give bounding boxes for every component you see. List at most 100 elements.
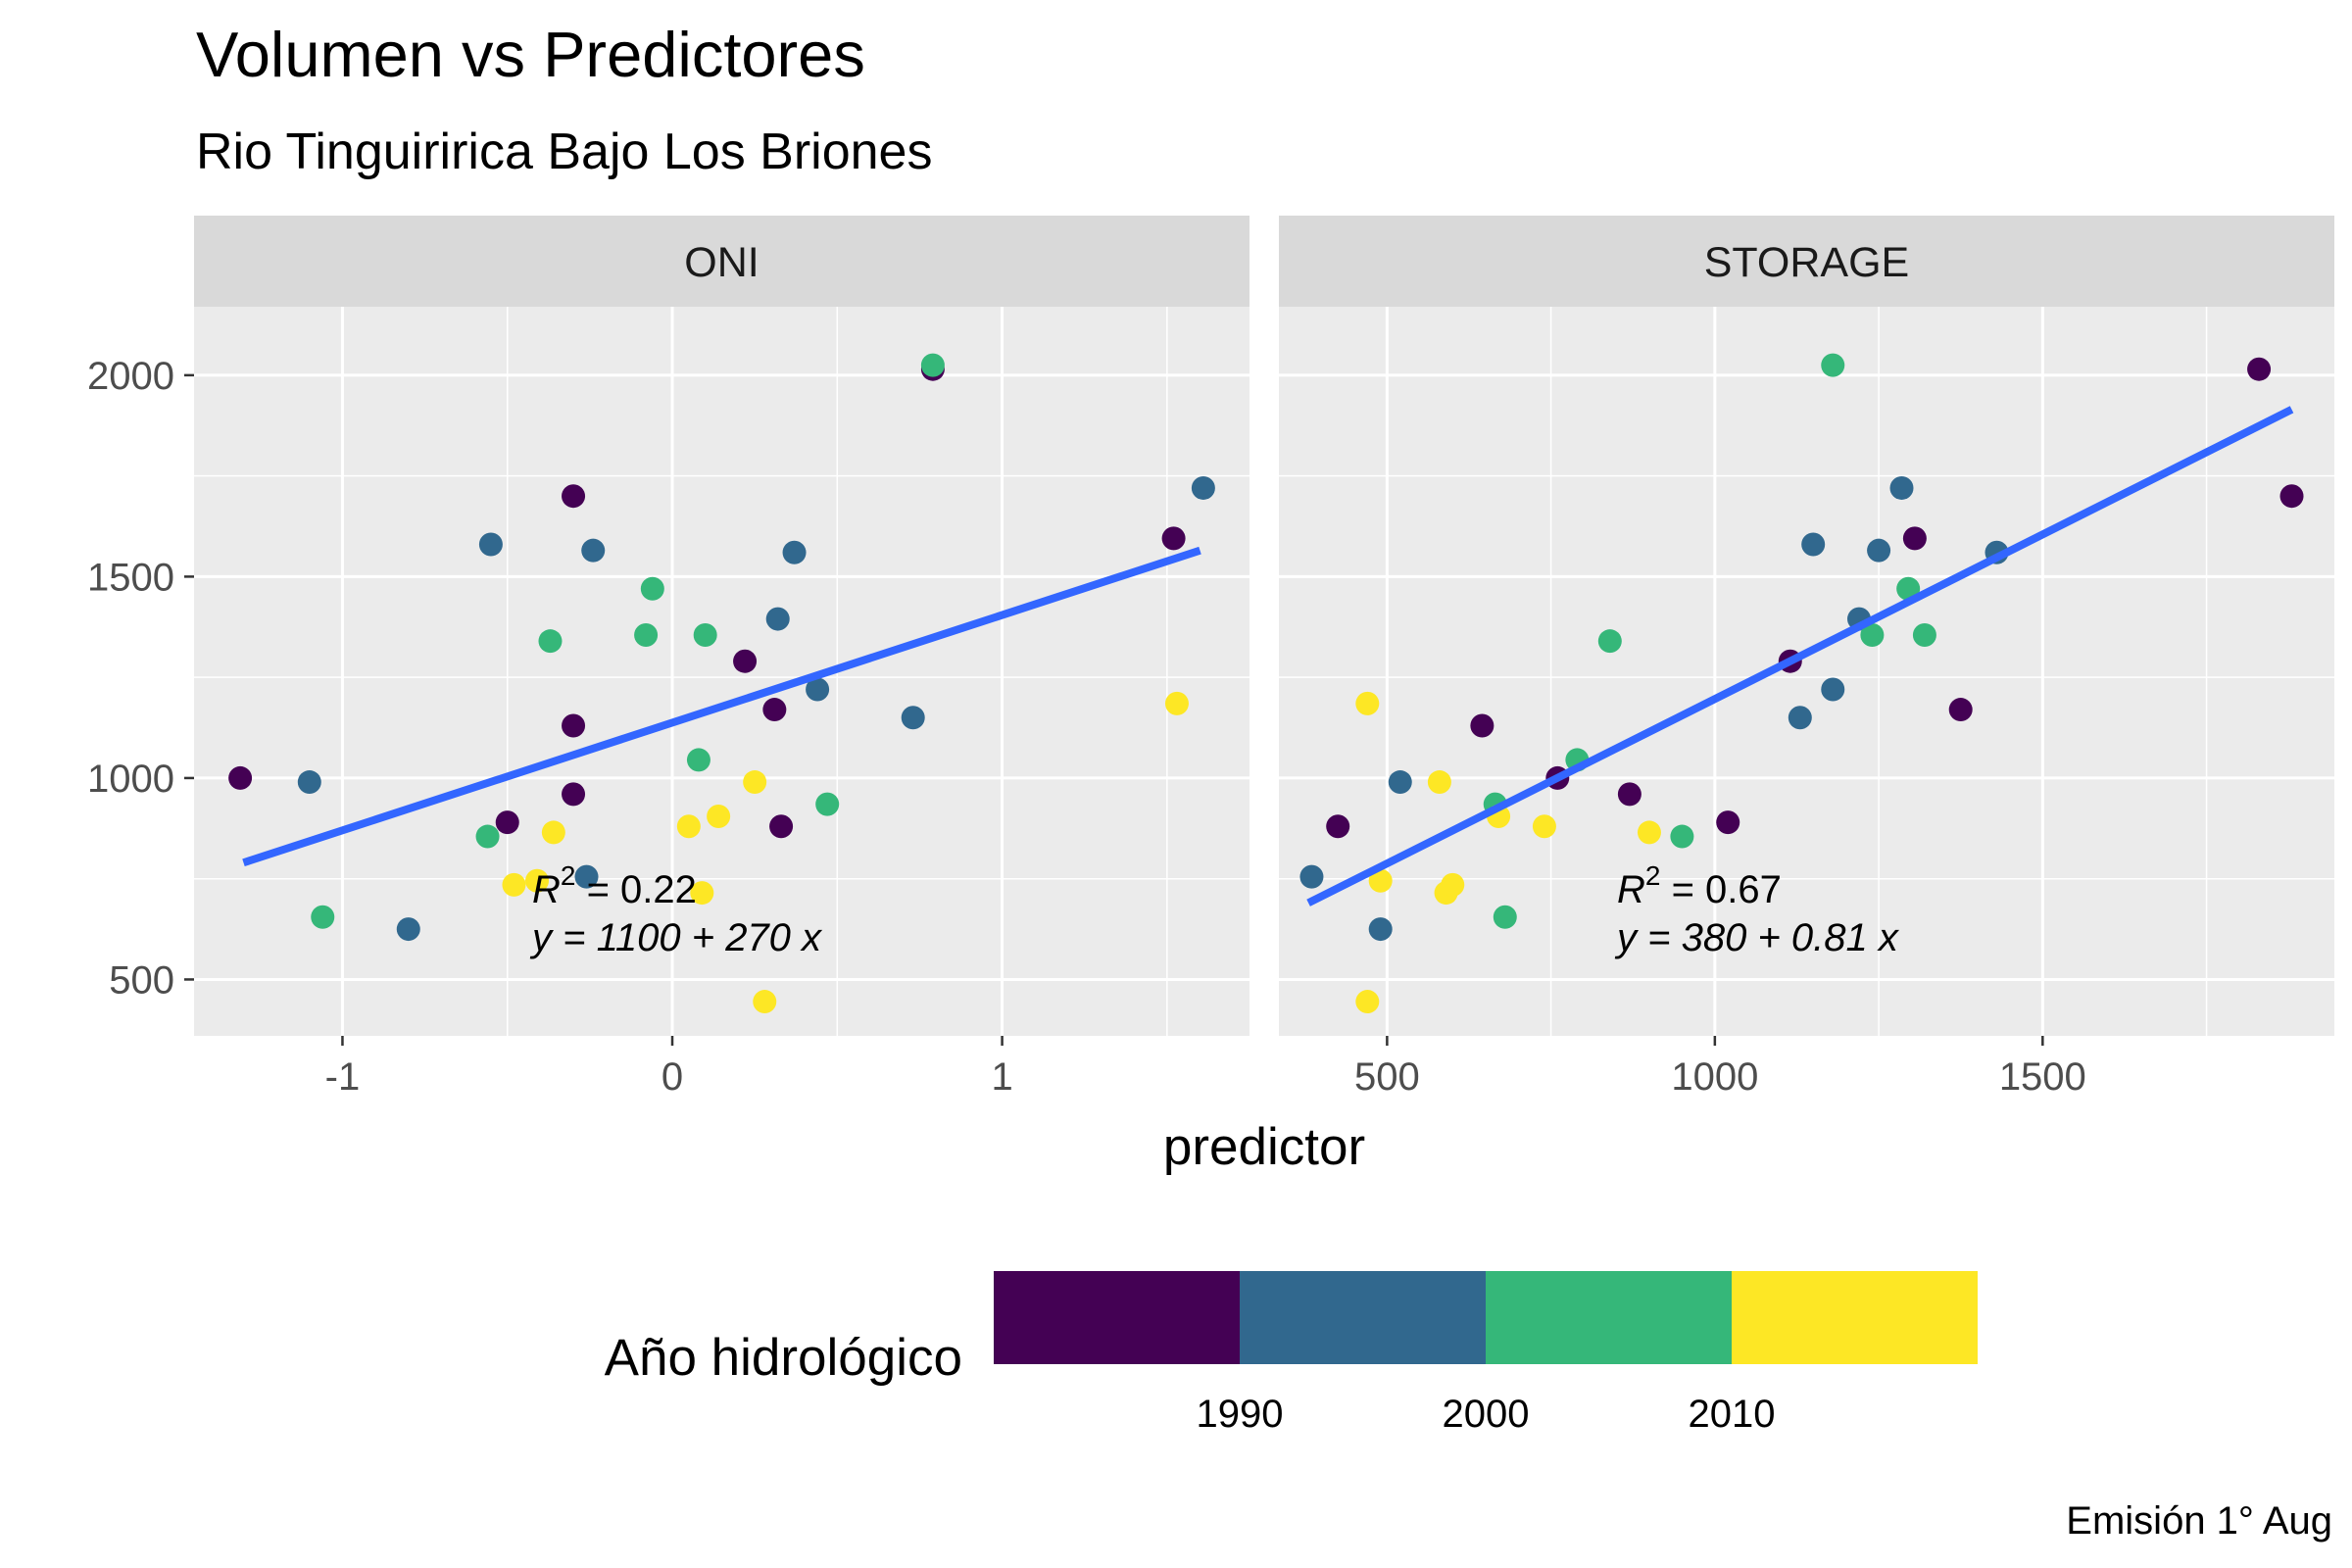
y-tick-label: 500 [109,958,174,1002]
data-point [538,629,563,654]
data-point [1637,820,1661,845]
data-point [634,623,659,648]
data-point [562,484,586,509]
legend-colorbar [994,1271,1978,1364]
data-point [1441,872,1465,897]
data-point [495,810,519,835]
data-point [733,649,758,673]
chart-subtitle: Rio Tinguiririca Bajo Los Briones [196,123,932,180]
data-point [686,748,710,772]
data-point [2279,484,2304,509]
data-point [815,792,840,816]
data-point [1801,532,1826,557]
facet-strip-label: STORAGE [1704,239,1909,286]
data-point [396,917,420,942]
data-point [1355,691,1380,715]
data-point [806,677,830,702]
data-point [1617,782,1642,807]
data-point [1902,526,1927,551]
y-tick-label: 1500 [87,556,174,599]
panel-background [194,307,1250,1036]
r-squared-label: R2 = 0.22 [532,860,697,911]
data-point [1860,623,1885,648]
data-point [1427,770,1451,795]
r-squared-label: R2 = 0.67 [1617,860,1782,911]
x-tick-label: 1000 [1671,1055,1758,1099]
legend: Año hidrológico 1990 2000 2010 [605,1271,1978,1436]
data-point [1299,864,1324,889]
legend-color-bin [1240,1271,1486,1364]
legend-tick-label: 1990 [1197,1393,1284,1436]
data-point [1532,814,1556,839]
data-point [228,765,253,790]
data-point [562,713,586,738]
x-tick-label: 1 [991,1055,1012,1099]
data-point [1368,917,1393,942]
data-point [782,540,807,564]
data-point [475,824,500,849]
regression-equation-label: y = 1100 + 270 x [529,916,823,959]
legend-tick-labels: 1990 2000 2010 [1197,1393,1776,1436]
data-point [1670,824,1694,849]
x-tick-label: 500 [1354,1055,1420,1099]
data-point [1388,770,1412,795]
data-point [920,353,945,377]
x-tick-label: 1500 [1999,1055,2086,1099]
data-point [1948,698,1973,722]
facet-strip [194,216,1250,307]
data-point [1326,814,1350,839]
data-point [765,607,790,631]
data-point [2247,357,2272,381]
data-point [1867,538,1891,563]
legend-tick-label: 2000 [1443,1393,1530,1436]
data-point [1912,623,1936,648]
data-point [311,905,335,929]
chart-title: Volumen vs Predictores [196,19,865,90]
data-point [297,770,321,795]
y-tick-label: 2000 [87,355,174,398]
data-point [562,782,586,807]
data-point [574,864,599,889]
data-point [676,814,701,839]
caption: Emisión 1° Aug [2066,1499,2332,1543]
legend-tick-label: 2010 [1689,1393,1776,1436]
data-point [1788,706,1812,730]
data-point [1161,526,1186,551]
x-axis-title: predictor [1163,1118,1365,1176]
data-point [743,770,767,795]
facet-strip [1279,216,2334,307]
x-tick-label: -1 [325,1055,361,1099]
data-point [1716,810,1740,835]
data-point [901,706,925,730]
data-point [1164,691,1189,715]
data-point [1821,353,1845,377]
data-point [762,698,787,722]
data-point [640,576,664,601]
data-point [1889,475,1914,500]
data-point [690,881,714,906]
data-point [581,538,606,563]
regression-line [242,546,1201,867]
data-point [693,623,717,648]
data-point [753,990,777,1014]
data-point [478,532,503,557]
data-point [1470,713,1494,738]
regression-equation-label: y = 380 + 0.81 x [1614,916,1900,959]
legend-color-bin [994,1271,1240,1364]
data-point [1191,475,1215,500]
data-point [707,804,731,828]
y-tick-label: 1000 [87,758,174,801]
data-point [1597,629,1622,654]
facet-storage: STORAGE 500 1000 1500 R2 = 0.67 y = 380 + 0.8… [1279,216,2334,1099]
x-tick-label: 0 [662,1055,683,1099]
regression-line [1306,406,2294,906]
facet-strip-label: ONI [684,239,759,286]
data-point [1355,990,1380,1014]
data-point [1493,905,1517,929]
data-point [541,820,565,845]
legend-color-bin [1486,1271,1732,1364]
data-point [769,814,794,839]
